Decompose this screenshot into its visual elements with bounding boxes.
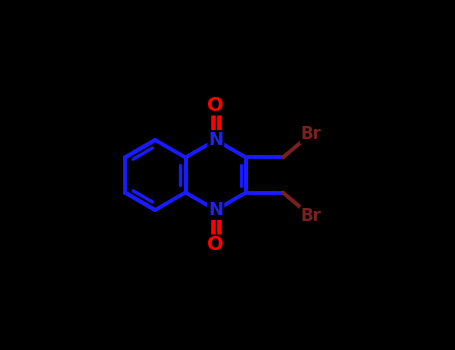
Text: N: N: [208, 131, 223, 149]
Text: Br: Br: [301, 207, 322, 225]
Text: N: N: [208, 201, 223, 219]
Text: Br: Br: [301, 125, 322, 143]
Text: O: O: [207, 236, 224, 254]
Text: O: O: [207, 96, 224, 114]
